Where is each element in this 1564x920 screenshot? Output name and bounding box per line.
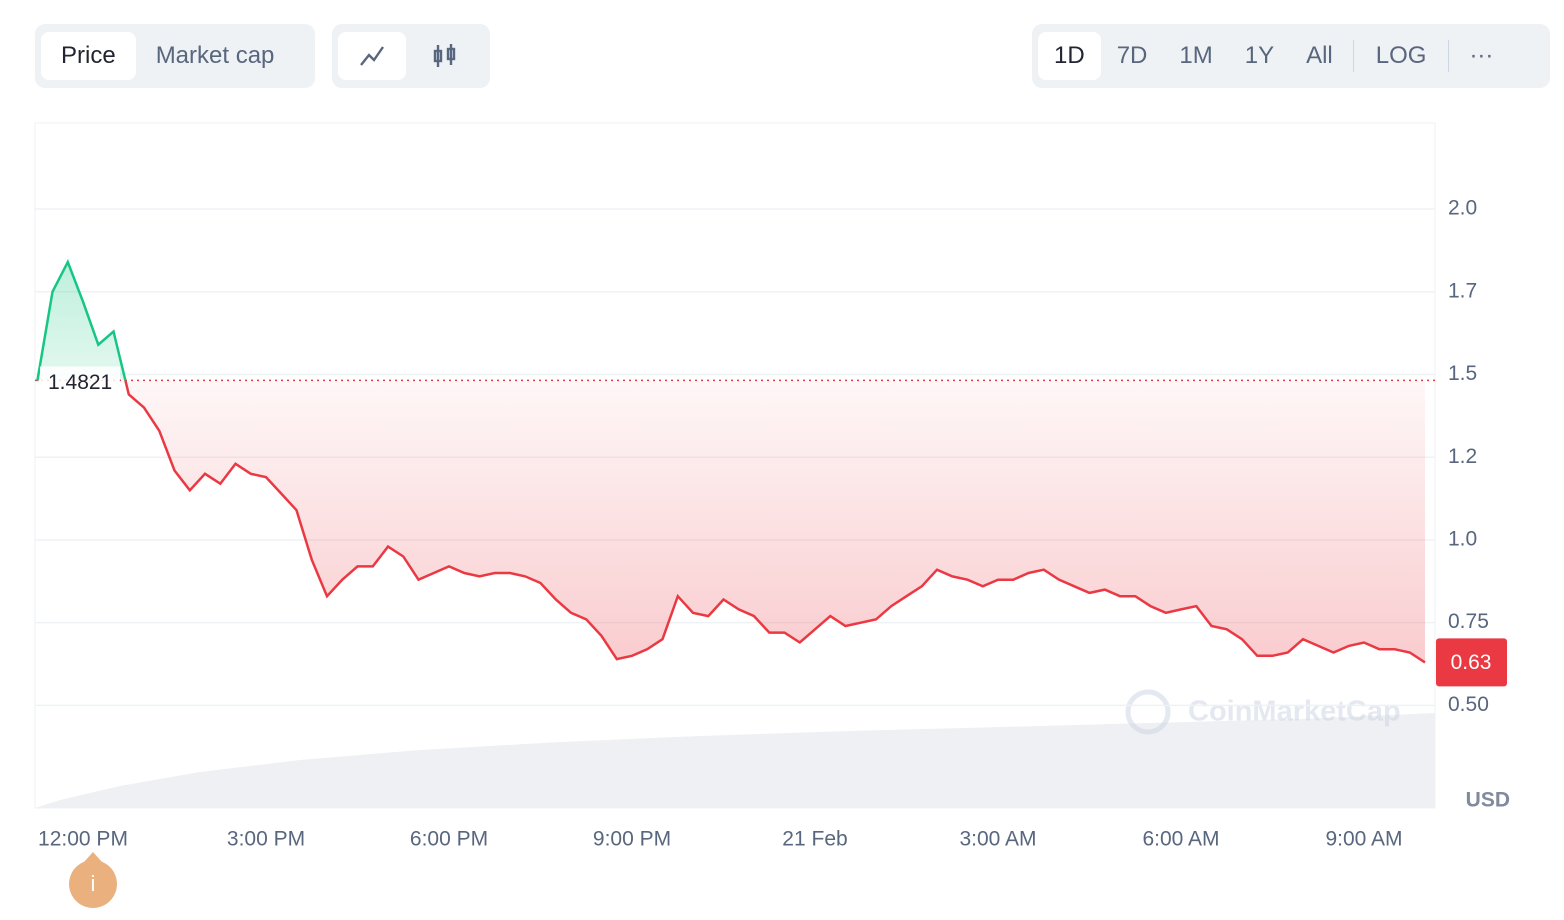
price-line bbox=[36, 380, 1426, 664]
range-tabs: 1D 7D 1M 1Y All LOG ··· bbox=[1032, 24, 1550, 88]
area-below bbox=[37, 380, 1425, 663]
plot-frame bbox=[34, 122, 1436, 809]
candle-icon bbox=[433, 44, 456, 67]
info-icon-letter: i bbox=[91, 871, 96, 896]
y-tick-label: 1.0 bbox=[1448, 528, 1477, 551]
y-tick-label: 1.7 bbox=[1448, 279, 1477, 302]
last-value-label: 0.63 bbox=[1451, 651, 1492, 674]
range-button[interactable]: 1D bbox=[1038, 32, 1101, 80]
separator bbox=[1448, 40, 1450, 72]
more-button[interactable]: ··· bbox=[1469, 42, 1494, 69]
price-line-above bbox=[36, 258, 127, 381]
y-tick-label: 0.50 bbox=[1448, 693, 1489, 716]
y-tick-label: 1.2 bbox=[1448, 445, 1477, 468]
tab-market-cap[interactable]: Market cap bbox=[155, 42, 275, 69]
chart-style-tabs bbox=[332, 24, 490, 88]
y-tick-label: 0.75 bbox=[1448, 610, 1489, 633]
candle-style-button[interactable] bbox=[406, 32, 484, 80]
range-button[interactable]: All bbox=[1306, 42, 1333, 69]
tab-price[interactable]: Price bbox=[41, 32, 136, 80]
x-tick-label: 3:00 PM bbox=[227, 828, 305, 851]
reference-label-bg bbox=[40, 366, 120, 395]
watermark-text: CoinMarketCap bbox=[1188, 696, 1401, 728]
info-icon bbox=[69, 860, 117, 908]
range-button[interactable]: 7D bbox=[1116, 42, 1148, 69]
line-style-button[interactable] bbox=[338, 32, 406, 80]
y-tick-label: 2.0 bbox=[1448, 197, 1477, 220]
line-icon bbox=[360, 46, 384, 66]
x-tick-label: 12:00 PM bbox=[38, 828, 128, 851]
y-tick-label: 1.5 bbox=[1448, 362, 1477, 385]
x-tick-label: 6:00 AM bbox=[1142, 828, 1219, 851]
metric-tabs: Price Market cap bbox=[35, 24, 315, 88]
range-button[interactable]: 1Y bbox=[1244, 42, 1275, 69]
watermark: CoinMarketCap bbox=[1125, 689, 1401, 735]
x-tick-label: 21 Feb bbox=[782, 828, 847, 851]
reference-label: 1.4821 bbox=[48, 371, 112, 394]
separator bbox=[1352, 40, 1354, 72]
area-above bbox=[37, 262, 1425, 381]
x-tick-label: 3:00 AM bbox=[959, 828, 1036, 851]
volume-area bbox=[35, 713, 1435, 808]
log-button[interactable]: LOG bbox=[1375, 42, 1427, 69]
x-tick-label: 9:00 AM bbox=[1325, 828, 1402, 851]
info-icon-pointer bbox=[84, 852, 102, 862]
last-value-badge bbox=[1436, 638, 1507, 687]
x-tick-label: 9:00 PM bbox=[593, 828, 671, 851]
y-unit: USD bbox=[1466, 789, 1510, 812]
range-button[interactable]: 1M bbox=[1179, 42, 1213, 69]
x-tick-label: 6:00 PM bbox=[410, 828, 488, 851]
